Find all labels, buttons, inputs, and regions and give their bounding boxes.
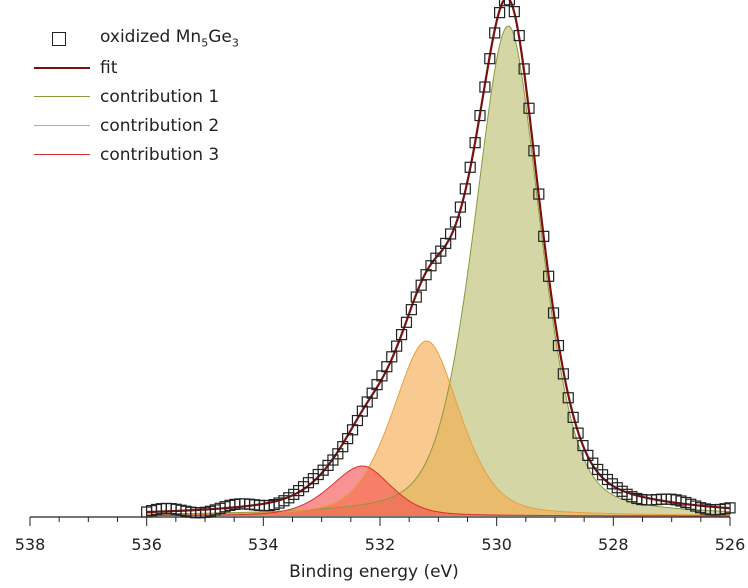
data-point [557,368,569,380]
data-point [547,307,560,319]
contribution-3-line [146,465,730,517]
x-tick-label: 526 [715,535,746,554]
data-point [484,53,496,65]
data-point [400,316,413,328]
fit-line [146,0,731,514]
data-point [538,230,550,242]
data-point [543,270,555,282]
data-point [498,0,511,7]
data-points [141,0,736,519]
data-point [562,392,574,404]
data-point [449,216,462,228]
data-point [513,29,525,42]
legend-item-contribution-3: contribution 3 [28,140,239,169]
data-point [474,109,486,122]
data-point [552,339,565,352]
legend-item-contribution-1: contribution 1 [28,82,239,111]
data-point [405,304,417,316]
contribution-2-line [146,340,731,516]
data-point [518,63,530,75]
line-marker-icon [34,95,90,97]
data-point [724,502,736,514]
x-tick-label: 534 [248,535,279,554]
data-point [533,188,545,200]
data-point [464,161,476,173]
x-axis-title: Binding energy (eV) [289,562,459,582]
line-marker-icon [34,66,90,69]
x-tick-label: 538 [15,535,46,554]
legend-item-contribution-2: contribution 2 [28,111,239,140]
x-tick-label: 530 [481,535,512,554]
data-point [479,81,491,93]
data-point [459,183,471,195]
square-marker-icon [52,31,66,46]
data-point [523,102,535,114]
data-point [454,201,466,213]
line-marker-icon [34,124,90,126]
legend-item-fit: fit [28,53,239,82]
data-point [567,411,579,423]
data-point [395,329,408,341]
x-tick-label: 528 [598,535,629,554]
line-marker-icon [34,153,90,155]
data-point [528,145,540,157]
data-point [469,137,481,149]
data-point [444,228,457,240]
legend-item-data: oxidized Mn5Ge3 [28,24,239,53]
data-point [494,7,506,19]
data-point [489,27,501,39]
data-point [386,351,398,363]
data-point [572,427,584,439]
x-tick-label: 532 [365,535,396,554]
data-point [391,340,403,352]
data-point [410,291,422,303]
x-axis: 538 536 534 532 530 528 526 [15,516,746,554]
legend: oxidized Mn5Ge3 fit contribution 1 contr… [28,24,239,169]
data-point [503,0,516,6]
x-tick-label: 536 [131,535,162,554]
data-point [508,5,520,18]
